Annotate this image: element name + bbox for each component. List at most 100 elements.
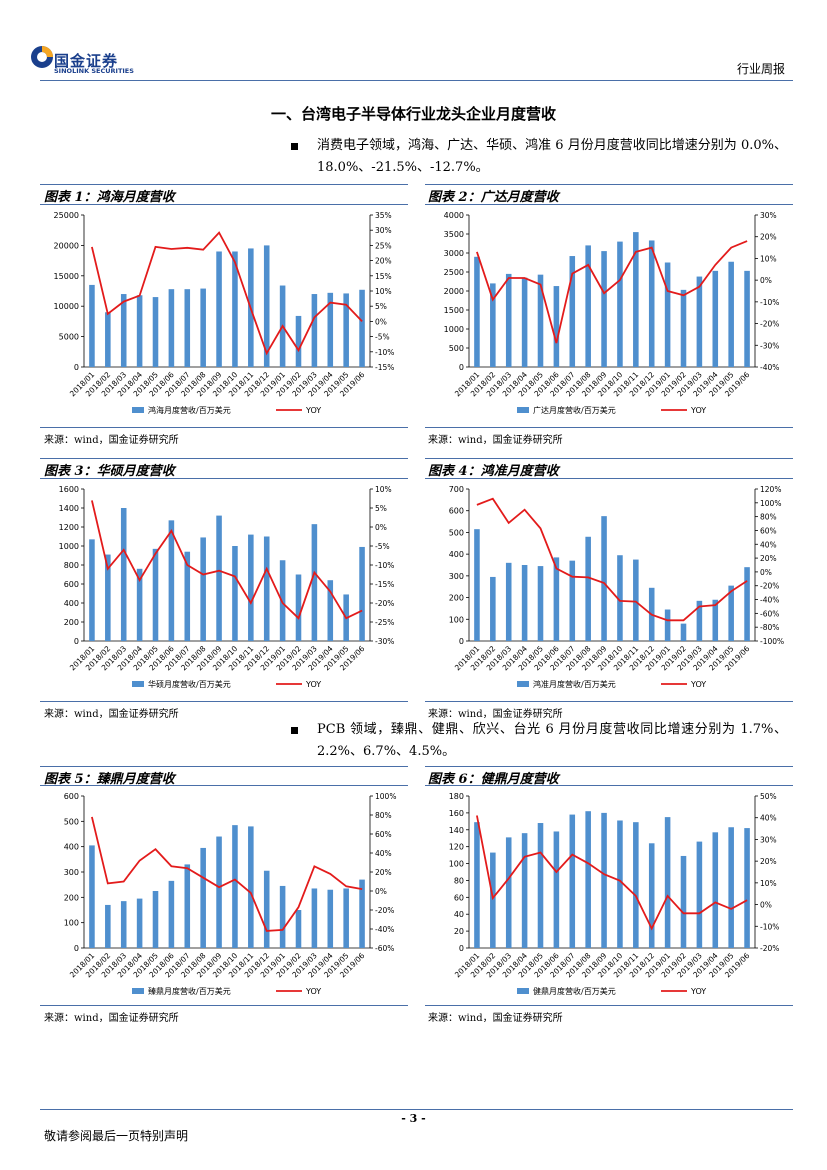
- chart-rule: [425, 204, 793, 205]
- bar: [680, 855, 687, 948]
- y-tick-label-left: 1600: [59, 485, 79, 494]
- y-tick-label-right: 20%: [760, 233, 777, 242]
- bar: [664, 817, 671, 948]
- y-tick-label-left: 800: [64, 561, 79, 570]
- chart-rule: [425, 458, 793, 459]
- bullet-icon: [291, 727, 298, 734]
- legend-bar-swatch: [132, 681, 144, 687]
- y-tick-label-left: 100: [64, 919, 79, 928]
- header-rule: [40, 80, 793, 81]
- y-tick-label-left: 100: [449, 860, 464, 869]
- bar: [152, 891, 159, 948]
- y-tick-label-left: 0: [459, 637, 464, 646]
- y-tick-label-right: -25%: [375, 618, 394, 627]
- legend-bar-swatch: [517, 407, 529, 413]
- chart-rule: [40, 478, 408, 479]
- bar: [474, 822, 480, 948]
- y-tick-label-right: -15%: [375, 363, 394, 372]
- y-tick-label-right: 20%: [760, 857, 777, 866]
- legend-bar-swatch: [517, 681, 529, 687]
- y-tick-label-right: -20%: [375, 599, 394, 608]
- y-tick-label-right: -10%: [375, 348, 394, 357]
- y-tick-label-left: 200: [449, 594, 464, 603]
- legend-line-label: YOY: [690, 406, 706, 415]
- y-tick-label-right: 0%: [760, 276, 772, 285]
- chart-quanta: 0 500 1000 1500 2000 2500 3000 3500 4000 -40% -30%…: [444, 211, 780, 415]
- legend-bar-label: 臻鼎月度营收/百万美元: [148, 986, 231, 996]
- bar: [505, 837, 512, 948]
- chart-rule: [425, 1005, 793, 1006]
- y-tick-label-left: 2500: [444, 268, 464, 277]
- bar: [152, 548, 159, 641]
- y-tick-label-right: 5%: [375, 504, 387, 513]
- bar: [744, 828, 750, 948]
- bar: [633, 559, 639, 641]
- bar: [200, 288, 206, 367]
- y-tick-label-left: 400: [64, 843, 79, 852]
- legend-bar-swatch: [132, 988, 144, 994]
- bar: [521, 277, 528, 367]
- chart-5-title: 图表 5：臻鼎月度营收: [44, 772, 175, 787]
- chart-rule: [40, 701, 408, 702]
- y-tick-label-right: 10%: [375, 485, 392, 494]
- bar: [248, 826, 254, 948]
- source-note: 来源：wind，国金证券研究所: [44, 709, 179, 720]
- y-tick-label-right: 0%: [375, 317, 387, 326]
- bar: [474, 529, 480, 641]
- bar: [712, 832, 719, 948]
- y-tick-label-left: 25000: [54, 211, 79, 220]
- chart-honhai: 0 5000 10000 15000 20000 25000 -15% -10% -5% 0% 5%…: [54, 211, 395, 415]
- y-tick-label-left: 1500: [444, 306, 464, 315]
- bar: [728, 261, 734, 367]
- bar: [648, 240, 655, 367]
- bar: [537, 566, 544, 641]
- y-tick-label-left: 160: [449, 809, 464, 818]
- bar: [617, 820, 623, 948]
- bar: [311, 888, 318, 948]
- bar: [696, 841, 703, 948]
- bar: [311, 524, 318, 641]
- bar: [664, 262, 671, 367]
- bar: [184, 864, 191, 948]
- y-tick-label-left: 0: [74, 363, 79, 372]
- y-tick-label-right: 5%: [375, 302, 387, 311]
- bar: [617, 241, 623, 367]
- y-tick-label-left: 40: [454, 910, 464, 919]
- y-tick-label-left: 180: [449, 792, 464, 801]
- chart-2-title: 图表 2：广达月度营收: [428, 190, 559, 205]
- bar: [327, 580, 334, 641]
- bar: [136, 568, 143, 641]
- bar: [120, 901, 127, 948]
- bar: [601, 516, 607, 641]
- y-tick-label-right: 10%: [375, 287, 392, 296]
- y-tick-label-right: 0%: [375, 887, 387, 896]
- bar: [136, 295, 143, 367]
- bar: [744, 567, 750, 641]
- y-tick-label-right: 30%: [760, 211, 777, 220]
- bar: [105, 554, 111, 641]
- bar: [696, 600, 703, 641]
- y-tick-label-right: -80%: [760, 623, 779, 632]
- y-tick-label-left: 120: [449, 843, 464, 852]
- bar: [359, 289, 365, 367]
- y-tick-label-left: 1000: [444, 325, 464, 334]
- chart-rule: [40, 458, 408, 459]
- bar: [537, 274, 544, 367]
- y-tick-label-right: -10%: [375, 561, 394, 570]
- chart-rule: [425, 701, 793, 702]
- y-tick-label-right: -5%: [375, 542, 390, 551]
- legend-line-label: YOY: [305, 406, 321, 415]
- y-tick-label-right: 50%: [760, 792, 777, 801]
- y-tick-label-right: -10%: [760, 922, 779, 931]
- bar: [311, 294, 318, 367]
- y-tick-label-right: 100%: [375, 792, 396, 801]
- y-tick-label-left: 10000: [54, 302, 79, 311]
- y-tick-label-right: -20%: [760, 944, 779, 953]
- source-note: 来源：wind，国金证券研究所: [44, 435, 179, 446]
- legend-line-label: YOY: [305, 680, 321, 689]
- logo-text-en: SINOLINK SECURITIES: [54, 67, 134, 75]
- bar: [184, 289, 191, 367]
- chart-6-title: 图表 6：健鼎月度营收: [428, 772, 559, 787]
- y-tick-label-right: -30%: [760, 341, 779, 350]
- y-tick-label-left: 0: [459, 363, 464, 372]
